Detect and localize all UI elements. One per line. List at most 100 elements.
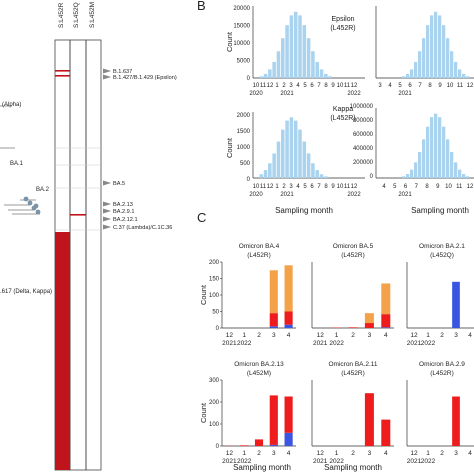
histogram-epsilon-bar	[315, 61, 319, 78]
histogram-epsilon-bar	[276, 51, 281, 78]
histogram-kappa-bar	[302, 141, 307, 178]
epsilon-xtick: 11	[260, 83, 267, 89]
histogram-epsilon-bar	[272, 61, 276, 78]
right-bottom-xtick: 8	[425, 184, 429, 190]
kappa-xtick: 1	[275, 184, 279, 190]
panel-b-xlabel: Sampling month	[275, 206, 333, 215]
bar-chart-5-xtick: 2	[351, 450, 355, 457]
panel-label-c: C	[197, 210, 206, 225]
bar-chart-2-xtick: 2	[351, 332, 355, 339]
epsilon-xtick: 2	[282, 83, 286, 89]
kappa-ytick: 2000	[237, 113, 251, 119]
bar-chart-5-xtick: 4	[384, 450, 388, 457]
histogram-epsilon-bar	[281, 38, 285, 78]
epsilon-ytick: 10000	[233, 41, 250, 47]
epsilon-xtick: 12	[267, 83, 274, 89]
bar-chart-6-year: 2021	[407, 458, 422, 465]
kappa-xtick: 7	[317, 184, 321, 190]
histogram-right-bottom-bar	[418, 152, 422, 178]
bar-chart-4-ytick: 100	[209, 422, 220, 428]
epsilon-xtick: 10	[253, 83, 260, 89]
histogram-right-top-bar	[430, 15, 434, 78]
right-bottom-ytick: 0	[370, 174, 374, 180]
right-top-xtick: 4	[388, 83, 392, 89]
presence-mark-epsilon	[55, 75, 70, 77]
tree-node	[23, 196, 29, 202]
histogram-right-bottom-bar	[450, 152, 454, 178]
histogram-right-bottom-bar	[466, 176, 470, 178]
kappa-xtick: 10	[253, 184, 260, 190]
histogram-right-bottom-bar	[438, 117, 442, 178]
tree-node	[33, 203, 39, 209]
presence-mark-ba2-l452q	[70, 214, 86, 216]
histogram-epsilon-bar	[328, 76, 332, 78]
bar-chart-3-bar	[452, 281, 460, 328]
bar-chart-6-bar	[452, 396, 460, 446]
kappa-ytick: 1000	[237, 145, 251, 151]
histogram-right-top-bar	[454, 61, 458, 78]
bar-chart-4-bar	[269, 395, 278, 445]
bar-chart-1-bar	[284, 311, 293, 325]
right-bottom-xtick: 9	[436, 184, 440, 190]
arrow-label-lambda: C.37 (Lambda)/C.1C.36	[113, 225, 172, 231]
bar-chart-3-year: 2022	[421, 340, 436, 347]
histogram-right-top-bar	[462, 73, 466, 78]
panel-c-ylabel: Count	[199, 402, 208, 423]
arrow-label-epsilon: B.1.427/B.1.429 (Epsilon)	[113, 75, 177, 81]
histogram-right-top-bar	[414, 61, 418, 78]
histogram-epsilon-bar	[311, 51, 315, 78]
histogram-kappa-bar	[276, 141, 281, 178]
kappa-xtick: 12	[267, 184, 274, 190]
bar-chart-2-bar	[348, 327, 358, 328]
bar-chart-5-bar	[364, 393, 374, 446]
right-top-xtick: 6	[408, 83, 412, 89]
bar-chart-2-year: 2022	[329, 340, 344, 347]
histogram-right-bottom-bar	[458, 169, 462, 178]
histogram-kappa-bar	[315, 170, 319, 178]
arrow-label-ba213: BA.2.13	[113, 202, 133, 208]
bar-chart-4-bar	[254, 439, 264, 446]
epsilon-ytick: 5000	[237, 59, 251, 65]
histogram-kappa-bar	[263, 170, 268, 178]
right-bottom-year: 2021	[398, 192, 412, 198]
epsilon-year: 2020	[249, 91, 263, 97]
panel-c-ylabel: Count	[199, 284, 208, 305]
histogram-right-top-bar	[418, 51, 422, 78]
epsilon-xtick: 5	[303, 83, 307, 89]
kappa-sublabel: (L452R)	[330, 115, 355, 122]
bar-chart-5-year: 2022	[329, 458, 344, 465]
bar-chart-1-ytick: 150	[209, 277, 220, 283]
panel-b-ylabel: Count	[225, 137, 234, 158]
epsilon-xtick: 9	[331, 83, 335, 89]
arrow-label-b1637: B.1.637	[113, 69, 132, 75]
bar-chart-1-xtick: 2	[257, 332, 261, 339]
histogram-right-top-bar	[406, 73, 410, 78]
bar-chart-1-title: Omicron BA.4	[239, 243, 280, 250]
right-bottom-xtick: 6	[404, 184, 408, 190]
bar-chart-1-ytick: 200	[209, 260, 220, 266]
tree-label-delta: .617 (Delta, Kappa)	[0, 289, 52, 295]
histogram-epsilon-bar	[293, 11, 298, 78]
panel-c-xlabel: Sampling month	[233, 463, 291, 472]
column-header: S:L452R	[58, 2, 65, 28]
tree-label-ba1: BA.1	[10, 161, 24, 167]
bar-chart-1-bar	[269, 326, 278, 328]
arrow-label-ba5: BA.5	[113, 181, 125, 187]
histogram-right-top-bar	[426, 25, 430, 78]
bar-chart-3-title: Omicron BA.2.1	[419, 243, 465, 250]
right-top-xtick: 5	[398, 83, 402, 89]
bar-chart-4-subtitle: (L452M)	[247, 370, 271, 377]
bar-chart-3-year: 2021	[407, 340, 422, 347]
histogram-kappa-bar	[311, 163, 315, 178]
bar-chart-6-xtick: 1	[426, 450, 430, 457]
right-top-year: 2021	[398, 91, 412, 97]
right-bottom-xtick: 10	[445, 184, 452, 190]
histogram-kappa-bar	[289, 117, 294, 178]
bar-chart-6-year: 2022	[421, 458, 436, 465]
bar-chart-3-xtick: 2	[440, 332, 444, 339]
epsilon-ytick: 20000	[233, 6, 250, 12]
kappa-xtick: 10	[337, 184, 344, 190]
histogram-epsilon-bar	[263, 73, 268, 78]
epsilon-xtick: 10	[337, 83, 344, 89]
